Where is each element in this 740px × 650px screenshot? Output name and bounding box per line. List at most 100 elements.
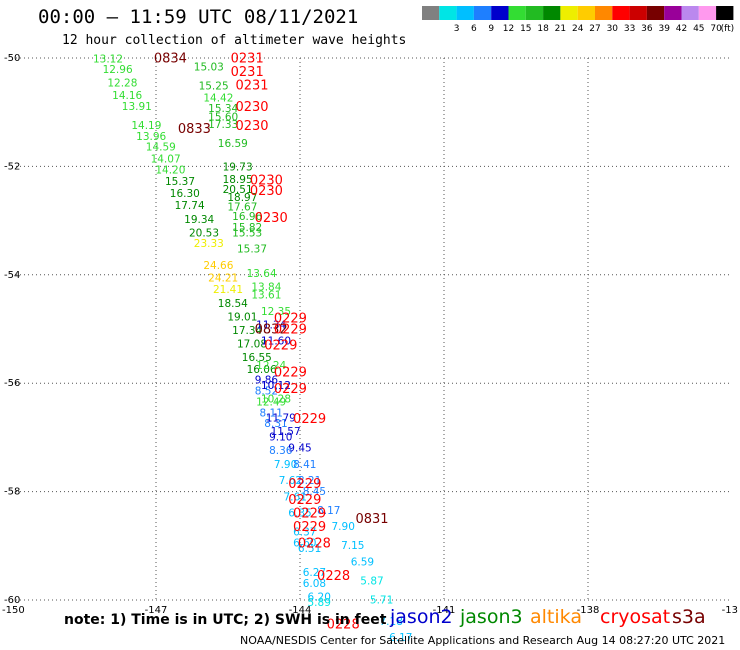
pass-time-label: 0833 (178, 122, 211, 137)
legend-label: 36 (641, 24, 653, 34)
satellite-s3a: s3a (672, 606, 706, 628)
pass-time-label: 0229 (293, 507, 326, 522)
legend-label: 9 (488, 24, 494, 34)
wave-height-label: 18.97 (227, 192, 257, 204)
wave-height-label: 6.51 (298, 543, 321, 555)
wave-height-label: 12.35 (261, 306, 291, 318)
pass-time-label: 0230 (250, 173, 283, 188)
wave-height-label: 24.66 (203, 260, 233, 272)
wave-height-label: 9.45 (288, 442, 311, 454)
wave-height-label: 8.21 (298, 475, 321, 487)
wave-height-label: 7.61 (284, 491, 307, 503)
wave-height-label: 10.12 (261, 380, 291, 392)
legend-swatch (612, 6, 630, 20)
wave-height-label: 15.53 (232, 227, 262, 239)
pass-time-label: 0230 (235, 100, 268, 115)
pass-time-label: 0834 (154, 51, 187, 66)
pass-time-label: 0230 (250, 184, 283, 199)
wave-height-label: 16.59 (218, 138, 248, 150)
pass-time-label: 0229 (274, 311, 307, 326)
wave-height-label: 7.62 (279, 475, 302, 487)
wave-height-label: 13.61 (251, 290, 281, 302)
wave-height-label: 6.35 (288, 508, 311, 520)
wave-height-label: 7.90 (274, 459, 297, 471)
wave-height-label: 13.12 (93, 53, 123, 65)
legend-swatch (422, 6, 440, 20)
legend-swatch (456, 6, 474, 20)
legend-label: 33 (624, 24, 635, 34)
wave-height-label: 14.19 (131, 120, 161, 132)
wave-height-label: 19.73 (223, 162, 253, 174)
pass-time-label: 0228 (298, 536, 331, 551)
legend-unit: (ft) (721, 24, 735, 34)
pass-time-label: 0231 (235, 78, 268, 93)
legend-label: 45 (693, 24, 704, 34)
x-tick-label: -141 (433, 605, 456, 616)
satellite-cryosat: cryosat (600, 606, 671, 628)
pass-time-label: 0228 (327, 618, 360, 633)
wave-height-label: 8.41 (293, 459, 316, 471)
legend-swatch (560, 6, 578, 20)
wave-height-label: 20.51 (223, 184, 253, 196)
wave-height-label: 18.54 (218, 298, 248, 310)
legend-swatch (646, 6, 665, 20)
wave-height-label: 15.37 (165, 176, 195, 188)
wave-height-label: 12.96 (103, 64, 133, 76)
page-subtitle: 12 hour collection of altimeter wave hei… (62, 33, 407, 48)
x-tick-label: -144 (289, 605, 312, 616)
wave-height-label: 10.28 (261, 394, 291, 406)
wave-height-label: 23.33 (194, 238, 224, 250)
axis-tick-labels: -50 -52 -54 -56 -58 -60-150 -147 -144 -141 -138 -1… (2, 53, 738, 616)
wave-height-label: 24.21 (208, 272, 238, 284)
wave-height-label: 12.28 (107, 78, 137, 90)
pass-time-label: 0229 (288, 477, 321, 492)
wave-height-label: 15.03 (194, 61, 224, 73)
legend-label: 15 (520, 24, 531, 34)
pass-time-label: 0832 (255, 322, 288, 337)
wave-height-label: 15.37 (237, 244, 267, 256)
y-tick-label: -50 (4, 53, 20, 64)
wave-height-label: 11.57 (271, 426, 301, 438)
legend-label: 42 (676, 24, 687, 34)
legend-swatch (508, 6, 526, 20)
wave-height-label: 16.55 (242, 352, 272, 364)
wave-height-label: 21.41 (213, 284, 243, 296)
legend-label: 70 (710, 24, 722, 34)
wave-height-label: 15.82 (232, 222, 262, 234)
wave-height-label: 17.34 (232, 325, 262, 337)
wave-height-label: 20.53 (189, 227, 219, 239)
wave-height-label: 8.11 (260, 407, 283, 419)
legend-label: 18 (537, 24, 549, 34)
legend-label: 39 (658, 24, 670, 34)
pass-time-label: 0229 (274, 382, 307, 397)
pass-time-label: 0230 (235, 119, 268, 134)
wave-height-label: 18.95 (223, 174, 253, 186)
wave-height-label: 14.20 (155, 164, 185, 176)
wave-height-label: 5.89 (308, 597, 331, 609)
page-title: 00:00 – 11:59 UTC 08/11/2021 (38, 6, 359, 28)
wave-height-label: 12.49 (256, 396, 286, 408)
x-tick-label: -138 (577, 605, 600, 616)
wave-height-label: 6.27 (303, 567, 326, 579)
wave-height-label: 7.18 (380, 616, 403, 628)
legend-swatch (473, 6, 492, 20)
footer-note: note: 1) Time is in UTC; 2) SWH is in fe… (64, 612, 387, 628)
wave-height-label: 11.34 (256, 319, 286, 331)
wave-height-label: 8.36 (269, 445, 293, 457)
wave-height-label: 6.37 (293, 527, 316, 539)
wave-height-label: 16.06 (247, 364, 277, 376)
legend-label: 21 (555, 24, 566, 34)
wave-height-label: 13.96 (136, 131, 166, 143)
wave-height-label: 6.20 (308, 592, 331, 604)
wave-height-label: 7.15 (341, 540, 364, 552)
legend-swatch (543, 6, 561, 20)
wave-height-label: 13.64 (247, 268, 277, 280)
pass-time-label: 0229 (293, 520, 326, 535)
legend-label: 6 (471, 24, 477, 34)
pass-time-label: 0229 (264, 339, 297, 354)
legend-swatch (491, 6, 509, 20)
pass-time-label: 0229 (274, 322, 307, 337)
